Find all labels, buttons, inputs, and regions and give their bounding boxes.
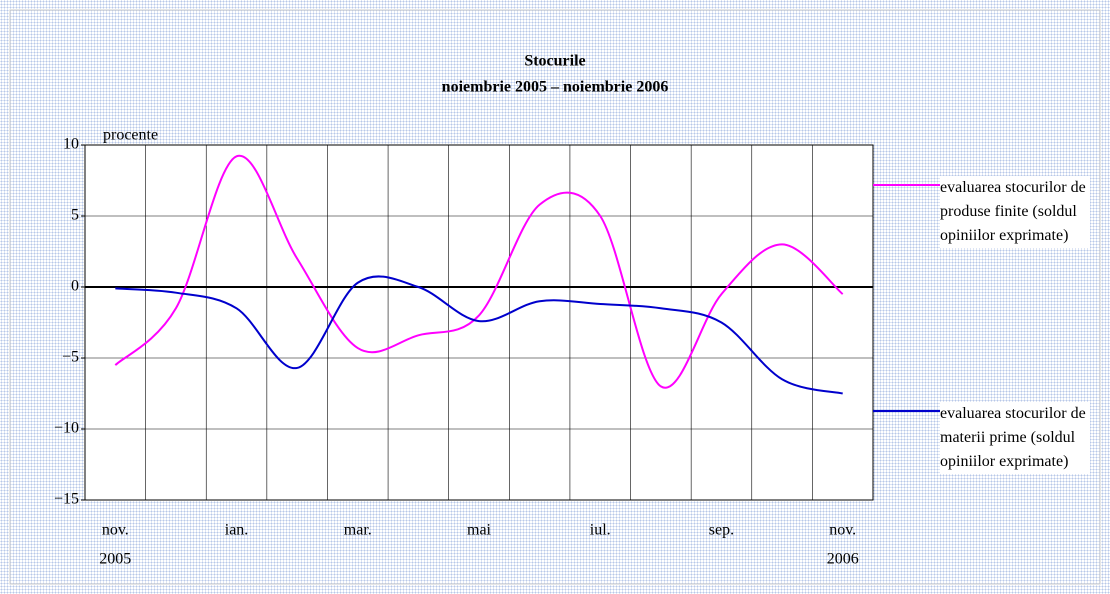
x-tick-label: iul. [590,522,611,539]
legend-entry: evaluarea stocurilor de materii prime (s… [940,402,1090,474]
y-tick-label: −10 [54,420,79,437]
x-tick-label: nov. [102,522,129,539]
x-tick-label: mar. [344,522,372,539]
y-tick-label: −5 [62,349,79,366]
y-tick-label: −15 [54,491,79,508]
chart-subtitle: noiembrie 2005 – noiembrie 2006 [442,79,669,96]
legend-entry: evaluarea stocurilor de produse finite (… [940,176,1090,248]
y-axis-label: procente [103,127,158,144]
y-tick-label: 0 [71,278,79,295]
x-tick-sublabel: 2005 [99,551,131,568]
x-tick-label: sep. [709,522,734,539]
y-tick-label: 5 [71,207,79,224]
x-tick-label: mai [467,522,492,539]
y-tick-label: 10 [63,136,79,153]
x-tick-label: ian. [225,522,249,539]
x-tick-sublabel: 2006 [827,551,859,568]
frame [9,9,1101,585]
series-line [114,155,844,389]
series-line [115,275,843,395]
plot-area [84,144,874,501]
x-tick-label: nov. [829,522,856,539]
chart-title: Stocurile [524,53,585,70]
